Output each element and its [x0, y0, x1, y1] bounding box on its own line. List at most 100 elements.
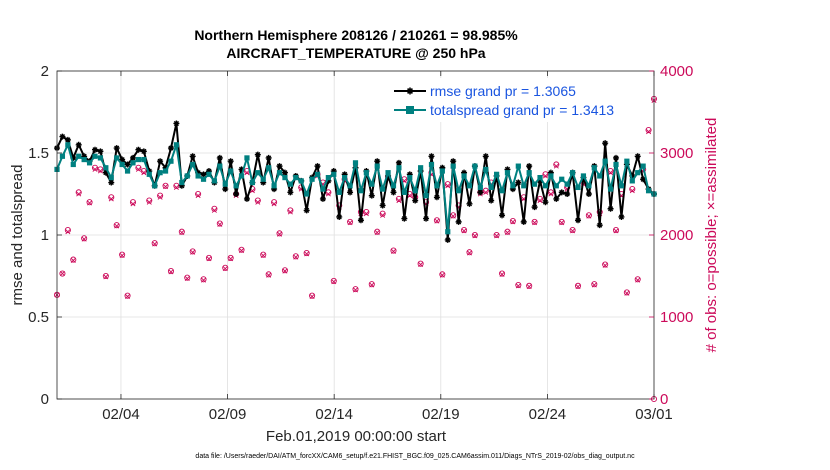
rmse-point — [618, 213, 625, 220]
obs-possible-marker — [75, 189, 82, 196]
totalspread-point — [168, 158, 174, 164]
obs-possible-marker — [612, 227, 620, 234]
rmse-point — [368, 192, 375, 199]
rmse-point — [276, 163, 283, 170]
obs-assimilated-marker — [624, 290, 630, 296]
obs-possible-marker — [645, 126, 652, 134]
obs-assimilated-marker — [532, 220, 538, 226]
obs-possible-marker — [493, 231, 500, 239]
legend-rmse-asterisk — [406, 87, 414, 95]
rmse-point — [575, 217, 582, 224]
totalspread-point — [363, 170, 369, 176]
y-tick-label-left: 2 — [41, 63, 49, 80]
totalspread-point — [59, 153, 66, 159]
rmse-point — [216, 154, 223, 161]
obs-assimilated-marker — [450, 213, 456, 219]
totalspread-point — [141, 156, 147, 163]
rmse-point — [444, 236, 451, 243]
totalspread-point — [97, 155, 104, 161]
y-tick-label-left: 0 — [41, 391, 49, 408]
totalspread-point — [81, 156, 87, 163]
obs-possible-marker — [91, 164, 99, 171]
rmse-point — [195, 169, 202, 176]
totalspread-point — [65, 142, 71, 148]
rmse-point — [325, 177, 332, 184]
totalspread-point — [640, 163, 646, 169]
obs-assimilated-marker — [439, 272, 445, 278]
totalspread-point — [298, 178, 304, 184]
obs-possible-marker — [151, 240, 158, 247]
rmse-point — [482, 153, 489, 160]
totalspread-point — [146, 171, 152, 177]
obs-possible-marker — [591, 281, 598, 288]
totalspread-point — [423, 193, 429, 199]
rmse-point — [205, 168, 212, 175]
totalspread-point — [580, 173, 587, 179]
rmse-point — [412, 197, 419, 204]
totalspread-point — [130, 160, 136, 166]
rmse-point — [385, 172, 392, 179]
obs-assimilated-marker — [103, 274, 109, 280]
rmse-point — [319, 195, 326, 202]
totalspread-point — [358, 188, 364, 194]
totalspread-point — [195, 173, 201, 179]
rmse-point — [607, 205, 614, 212]
y-tick-label-left: 1 — [41, 227, 49, 244]
rmse-point — [173, 120, 180, 127]
totalspread-point — [304, 191, 310, 197]
totalspread-point — [618, 183, 625, 189]
obs-assimilated-marker — [276, 231, 283, 237]
obs-assimilated-marker — [152, 241, 158, 247]
obs-assimilated-marker — [65, 229, 71, 235]
obs-possible-marker — [309, 292, 316, 299]
totalspread-point — [162, 168, 169, 174]
totalspread-point — [206, 171, 212, 177]
totalspread-point — [157, 170, 163, 176]
obs-assimilated-marker — [271, 201, 277, 207]
totalspread-point — [564, 181, 570, 187]
totalspread-point — [374, 163, 380, 169]
obs-assimilated-marker — [184, 275, 190, 281]
obs-possible-marker — [504, 228, 511, 235]
totalspread-point — [434, 183, 440, 189]
totalspread-point — [152, 183, 158, 189]
obs-possible-marker — [553, 161, 560, 168]
obs-possible-marker — [81, 235, 88, 242]
obs-possible-marker — [634, 276, 641, 283]
rmse-point — [564, 191, 571, 197]
obs-assimilated-marker — [206, 256, 212, 262]
obs-possible-marker — [336, 202, 343, 209]
rmse-point — [135, 146, 142, 153]
totalspread-point — [76, 153, 82, 159]
totalspread-point — [211, 178, 217, 184]
rmse-point — [140, 148, 147, 155]
rmse-point — [336, 213, 343, 220]
totalspread-point — [548, 173, 554, 179]
obs-assimilated-marker — [97, 168, 103, 174]
obs-possible-marker — [211, 205, 218, 212]
obs-possible-marker — [303, 249, 310, 257]
obs-assimilated-marker — [190, 249, 196, 255]
obs-assimilated-marker — [195, 193, 201, 199]
obs-assimilated-marker — [537, 198, 543, 204]
chart-title-line1: Northern Hemisphere 208126 / 210261 = 98… — [194, 27, 518, 43]
obs-assimilated-marker — [635, 277, 641, 283]
obs-possible-marker — [281, 267, 288, 274]
obs-assimilated-marker — [499, 271, 505, 277]
obs-possible-marker — [287, 207, 294, 214]
totalspread-point — [385, 170, 391, 176]
obs-assimilated-marker — [287, 209, 293, 215]
rmse-point — [553, 195, 560, 202]
obs-assimilated-marker — [461, 228, 467, 234]
y-tick-label-right: 2000 — [660, 227, 693, 244]
rmse-point — [303, 207, 310, 214]
rmse-point — [162, 164, 169, 171]
obs-assimilated-marker — [157, 194, 163, 200]
obs-possible-marker — [466, 249, 473, 256]
obs-possible-marker — [585, 212, 592, 219]
totalspread-point — [521, 183, 527, 189]
y-tick-label-right: 4000 — [660, 63, 693, 80]
obs-possible-marker — [379, 210, 386, 217]
rmse-point — [157, 158, 164, 165]
obs-assimilated-marker — [586, 213, 592, 219]
